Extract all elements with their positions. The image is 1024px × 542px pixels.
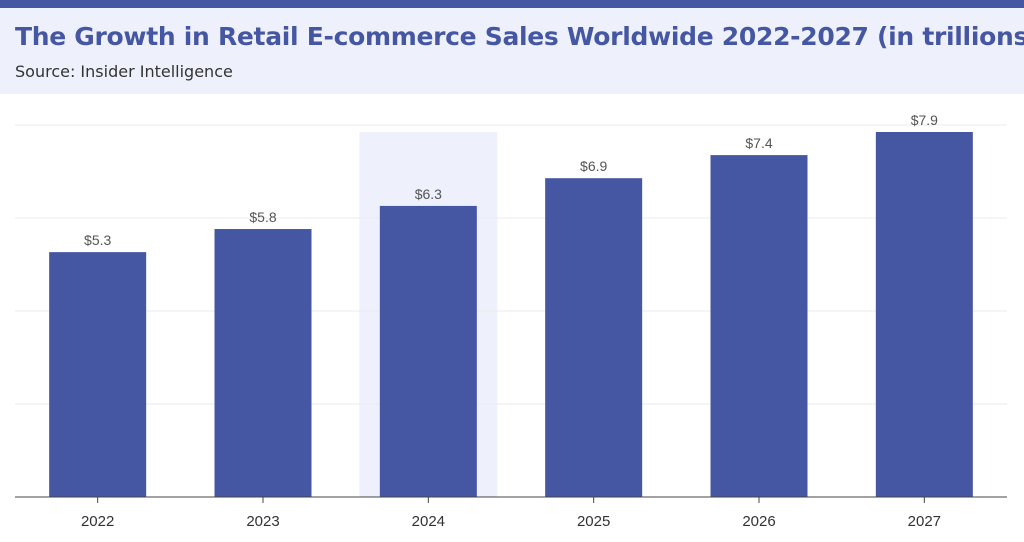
bar-2024 [379, 205, 477, 497]
data-label-2023: $5.8 [249, 209, 276, 225]
chart-title: The Growth in Retail E-commerce Sales Wo… [15, 22, 1024, 51]
bar-2025 [545, 178, 643, 498]
data-label-2025: $6.9 [580, 158, 607, 174]
data-label-2024: $6.3 [415, 186, 442, 202]
bar-chart: $5.3 2022 $5.8 2023 $6.3 2024 $6.9 2025 $7.4 2026… [15, 112, 1007, 530]
x-tick-label-2027: 2027 [908, 513, 941, 530]
data-label-2027: $7.9 [911, 112, 938, 128]
chart-header: The Growth in Retail E-commerce Sales Wo… [0, 8, 1024, 94]
x-tick-label-2026: 2026 [742, 513, 775, 530]
data-label-2022: $5.3 [84, 232, 111, 248]
x-tick-label-2024: 2024 [412, 513, 445, 530]
bar-2022 [49, 252, 147, 497]
bar-2027 [875, 132, 973, 497]
bar-2023 [214, 229, 312, 497]
x-tick-label-2022: 2022 [81, 513, 114, 530]
x-tick-label-2025: 2025 [577, 513, 610, 530]
chart-source: Source: Insider Intelligence [15, 62, 233, 81]
x-tick-label-2023: 2023 [246, 513, 279, 530]
data-label-2026: $7.4 [745, 135, 772, 151]
bar-2026 [710, 155, 808, 497]
top-accent-bar [0, 0, 1024, 8]
